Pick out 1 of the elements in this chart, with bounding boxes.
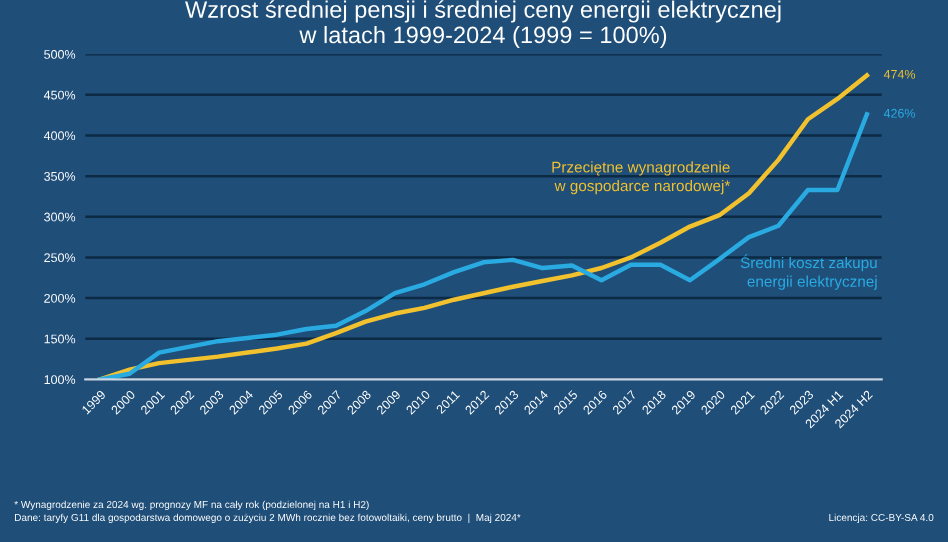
chart-title: Wzrost średniej pensji i średniej ceny energii elektrycznej w latach 1999-2024 (1999 = 100%) <box>185 0 781 48</box>
